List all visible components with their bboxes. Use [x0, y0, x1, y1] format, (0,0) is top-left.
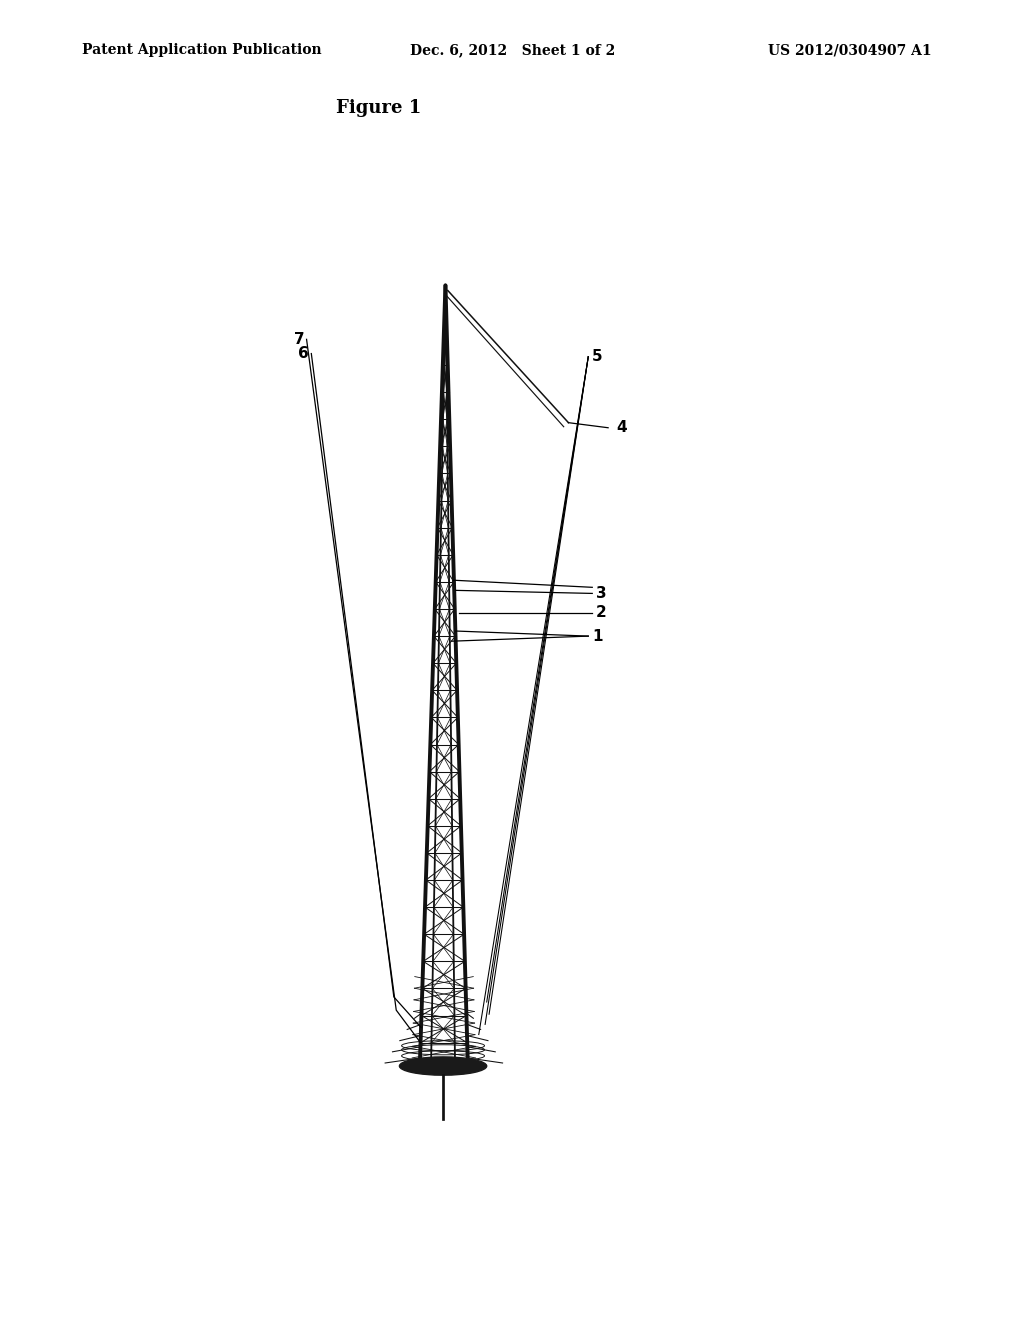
- Text: 5: 5: [592, 348, 603, 364]
- Text: Figure 1: Figure 1: [336, 99, 422, 117]
- Text: Patent Application Publication: Patent Application Publication: [82, 44, 322, 57]
- Text: 2: 2: [596, 606, 607, 620]
- Text: 6: 6: [298, 346, 309, 362]
- Text: 3: 3: [596, 586, 607, 601]
- Text: 4: 4: [616, 420, 627, 436]
- Text: 7: 7: [294, 331, 304, 347]
- Text: 1: 1: [592, 628, 603, 644]
- Ellipse shape: [399, 1057, 486, 1076]
- Text: US 2012/0304907 A1: US 2012/0304907 A1: [768, 44, 932, 57]
- Text: Dec. 6, 2012   Sheet 1 of 2: Dec. 6, 2012 Sheet 1 of 2: [410, 44, 614, 57]
